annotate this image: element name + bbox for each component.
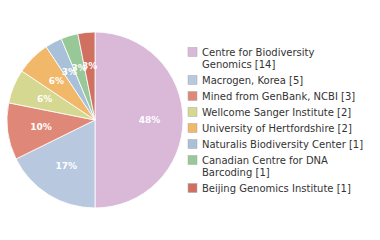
legend-swatch [188, 140, 197, 149]
legend-swatch [188, 184, 197, 193]
legend-swatch [188, 48, 197, 57]
pie [7, 32, 183, 208]
data-label: 17% [55, 161, 77, 171]
legend-label: Centre for BiodiversityGenomics [14] [202, 47, 315, 70]
legend-label: University of Hertfordshire [2] [202, 123, 352, 134]
data-label: 6% [37, 94, 52, 104]
legend-label: Mined from GenBank, NCBI [3] [202, 91, 355, 102]
legend-swatch [188, 108, 197, 117]
pie-slice [78, 32, 95, 120]
legend-label: Canadian Centre for DNABarcoding [1] [202, 155, 328, 178]
legend: Centre for BiodiversityGenomics [14] Macr… [188, 47, 363, 194]
data-label: 3% [82, 61, 97, 71]
legend-swatch [188, 156, 197, 165]
data-label: 48% [139, 115, 161, 125]
chart: 48%17%10%6%6%3%3%3%Centre for Biodiversi… [0, 0, 380, 240]
legend-swatch [188, 76, 197, 85]
legend-swatch [188, 92, 197, 101]
data-label: 6% [49, 76, 64, 86]
legend-label: Macrogen, Korea [5] [202, 75, 303, 86]
chart-container: 48%17%10%6%6%3%3%3%Centre for Biodiversi… [0, 0, 380, 240]
legend-label: Naturalis Biodiversity Center [1] [202, 139, 363, 150]
pie-slice [95, 32, 183, 208]
data-label: 10% [30, 122, 52, 132]
legend-swatch [188, 124, 197, 133]
data-labels: 48%17%10%6%6%3%3%3% [30, 61, 160, 172]
legend-label: Wellcome Sanger Institute [2] [202, 107, 351, 118]
legend-label: Beijing Genomics Institute [1] [202, 183, 351, 194]
